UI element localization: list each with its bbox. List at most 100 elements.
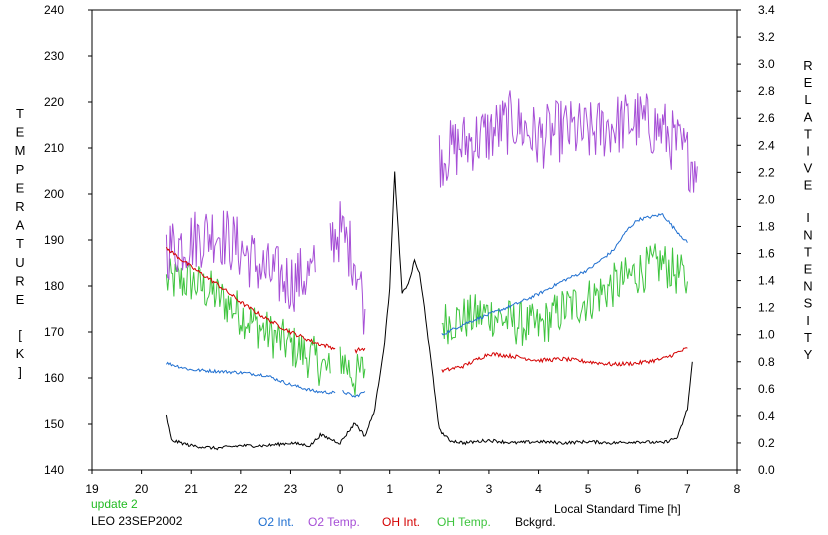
annotation-station-date: LEO 23SEP2002 [91,514,183,528]
right-tick-label: 2.6 [758,111,775,125]
axis-title-letter: E [16,125,25,140]
series-line [165,361,336,395]
series-line [441,347,688,373]
right-tick-label: 0.2 [758,436,775,450]
right-tick-label: 1.2 [758,301,775,315]
axis-title-letter: E [804,178,813,193]
axis-title-letter: V [804,161,813,176]
right-tick-label: 1.6 [758,247,775,261]
series-line [165,171,693,451]
bottom-axis: 19 20 21 22 23 0 1 2 3 4 5 6 7 8 [85,470,741,496]
left-tick-label: 220 [44,95,64,109]
left-tick-label: 230 [44,49,64,63]
right-tick-label: 1.0 [758,328,775,342]
axis-title-letter: T [16,236,24,251]
axis-title-letter: [ [18,327,22,342]
bottom-tick-label: 2 [436,482,443,496]
bottom-tick-label: 7 [684,482,691,496]
legend-o2-temp: O2 Temp. [308,515,360,529]
bottom-tick-label: 4 [535,482,542,496]
plot-frame [91,9,738,471]
left-tick-label: 140 [44,463,64,477]
legend-o2-int: O2 Int. [258,515,295,529]
series-line [354,347,366,354]
series-line [329,201,366,335]
series-line [165,210,316,312]
bottom-tick-label: 6 [634,482,641,496]
x-axis-title: Local Standard Time [h] [554,502,681,516]
axis-title-letter: I [806,313,810,328]
axis-title-letter: E [804,75,813,90]
right-tick-label: 1.8 [758,219,775,233]
right-tick-label: 0.4 [758,409,775,423]
series-line [438,90,698,194]
axis-title-letter: A [16,218,25,233]
axis-title-letter: I [806,144,810,159]
series-line [441,213,688,336]
right-tick-label: 0.6 [758,382,775,396]
right-tick-label: 2.8 [758,84,775,98]
right-tick-label: 0.8 [758,355,775,369]
bottom-tick-label: 20 [135,482,149,496]
axis-title-letter: I [806,210,810,225]
axis-title-letter: U [15,255,24,270]
axis-title-letter: R [803,58,812,73]
legend-oh-int: OH Int. [382,515,421,529]
left-tick-label: 150 [44,417,64,431]
axis-title-letter: N [803,279,812,294]
axis-title-letter: S [804,296,813,311]
series-line [342,389,366,398]
axis-title-letter: ] [18,365,22,380]
axis-title-letter: E [16,292,25,307]
left-tick-label: 160 [44,371,64,385]
right-tick-label: 2.4 [758,138,775,152]
left-tick-label: 180 [44,279,64,293]
series-layer [165,90,698,451]
right-tick-label: 1.4 [758,274,775,288]
right-tick-label: 3.0 [758,57,775,71]
axis-title-letter: R [15,273,24,288]
axis-title-letter: M [15,143,26,158]
axis-title-letter: T [16,106,24,121]
left-tick-label: 200 [44,187,64,201]
series-line [339,346,366,396]
series-line [165,246,336,351]
legend-bckgrd: Bckgrd. [515,515,556,529]
bottom-tick-label: 3 [486,482,493,496]
axis-title-letter: N [803,227,812,242]
axis-title-letter: T [804,330,812,345]
left-axis: 140 150 160 170 180 190 200 210 220 230 240 [44,3,92,477]
axis-title-letter: A [804,109,813,124]
axis-title-letter: L [804,92,811,107]
right-tick-label: 0.0 [758,463,775,477]
axis-title-letter: R [15,199,24,214]
axis-title-letter: E [804,261,813,276]
bottom-tick-label: 8 [734,482,741,496]
axis-title-letter: K [16,346,25,361]
axis-title-letter: Y [804,347,813,362]
annotation-update: update 2 [91,497,138,511]
bottom-tick-label: 22 [234,482,248,496]
bottom-tick-label: 5 [585,482,592,496]
left-tick-label: 190 [44,233,64,247]
bottom-tick-label: 23 [284,482,298,496]
axis-title-letter: E [16,180,25,195]
legend-oh-temp: OH Temp. [437,515,491,529]
axis-title-letter: T [804,126,812,141]
right-tick-label: 2.0 [758,192,775,206]
bottom-tick-label: 21 [185,482,199,496]
left-tick-label: 240 [44,3,64,17]
axis-title-letter: P [16,162,25,177]
axis-title-letter: T [804,244,812,259]
right-tick-label: 2.2 [758,165,775,179]
right-tick-label: 3.4 [758,3,775,17]
bottom-tick-label: 1 [386,482,393,496]
right-axis: 0.0 0.2 0.4 0.6 0.8 1.0 1.2 1.4 1.6 1.8 2.0 2.2 2.4 2… [737,3,775,477]
bottom-tick-label: 0 [337,482,344,496]
left-tick-label: 210 [44,141,64,155]
right-tick-label: 3.2 [758,30,775,44]
left-tick-label: 170 [44,325,64,339]
